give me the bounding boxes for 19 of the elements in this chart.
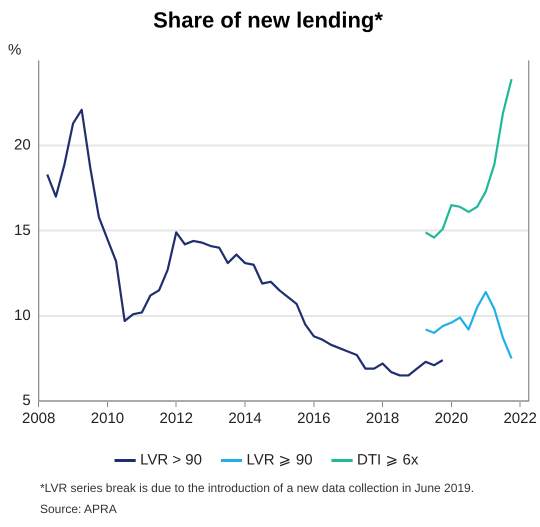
x-tick-label: 2010 [90, 410, 124, 428]
x-tick-label: 2014 [228, 410, 262, 428]
x-tick-label: 2022 [503, 410, 537, 428]
chart-title: Share of new lending* [153, 7, 384, 32]
x-tick-label: 2008 [22, 410, 56, 428]
x-tick-label: 2018 [366, 410, 400, 428]
legend-label: LVR ⩾ 90 [246, 452, 313, 469]
y-tick-label: 20 [14, 136, 31, 154]
y-tick-label: 10 [14, 306, 31, 324]
legend-label: LVR > 90 [140, 452, 202, 469]
text: *LVR series break is due to the introduction of a new data collection in June 2019. [40, 480, 474, 497]
y-tick-label: 5 [22, 392, 31, 410]
y-axis-title: % [8, 42, 22, 59]
y-tick-label: 15 [14, 222, 31, 239]
x-tick-label: 2020 [434, 410, 468, 428]
source-note: Source: APRA [40, 501, 118, 518]
x-tick-label: 2012 [160, 410, 193, 428]
legend-label: DTI ⩾ 6x [357, 452, 419, 469]
x-tick-label: 2016 [297, 410, 330, 428]
